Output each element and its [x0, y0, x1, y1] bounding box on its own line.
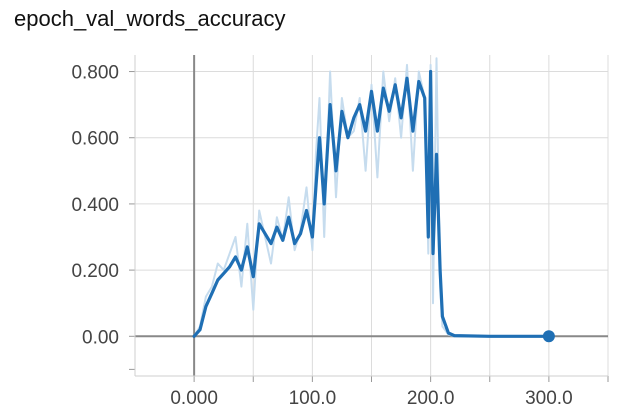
last-point-marker: [542, 330, 555, 343]
x-tick-label: 200.0: [407, 388, 455, 409]
y-tick-label: 0.600: [71, 129, 119, 150]
series-layer: [192, 57, 555, 343]
chart-title: epoch_val_words_accuracy: [14, 6, 286, 31]
grid: [135, 55, 609, 376]
x-tick-label: 100.0: [289, 388, 337, 409]
x-tick-label: 0.000: [170, 388, 218, 409]
y-tick-label: 0.400: [71, 195, 119, 216]
series-smoothed-line: [192, 69, 551, 338]
y-tick-label: 0.00: [82, 327, 119, 348]
tick-labels: 0.000 100.0 200.0 300.0 0.00 0.200 0.400 0.600 0…: [71, 63, 572, 409]
y-tick-label: 0.200: [71, 261, 119, 282]
y-tick-label: 0.800: [71, 63, 119, 84]
x-tick-label: 300.0: [525, 388, 573, 409]
